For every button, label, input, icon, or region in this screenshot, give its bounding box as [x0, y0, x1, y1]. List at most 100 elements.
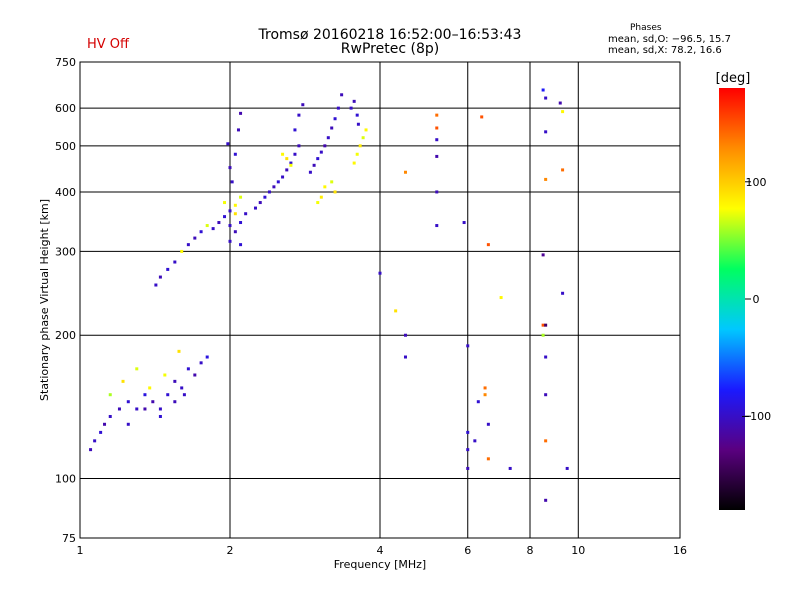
- echo-point: [473, 439, 477, 443]
- echo-point: [541, 253, 545, 257]
- x-axis-label: Frequency [MHz]: [334, 558, 426, 571]
- echo-point: [297, 113, 301, 117]
- echo-point: [151, 400, 155, 404]
- echo-point: [435, 154, 439, 158]
- x-tick-label: 4: [377, 544, 384, 557]
- echo-point: [103, 422, 107, 426]
- echo-point: [228, 209, 232, 213]
- echo-point: [356, 122, 360, 126]
- echo-point: [228, 166, 232, 170]
- echo-point: [403, 333, 407, 337]
- echo-point: [352, 161, 356, 165]
- echo-point: [121, 379, 125, 383]
- echo-point: [297, 144, 301, 148]
- echo-point: [544, 96, 548, 100]
- echo-point: [217, 221, 221, 225]
- echo-point: [544, 393, 548, 397]
- echo-point: [316, 157, 320, 161]
- y-tick-label: 400: [55, 186, 76, 199]
- echo-point: [233, 152, 237, 156]
- echo-point: [89, 448, 93, 452]
- echo-point: [289, 161, 293, 165]
- echo-point: [173, 379, 177, 383]
- echo-point: [108, 414, 112, 418]
- echo-point: [205, 355, 209, 359]
- echo-point: [108, 393, 112, 397]
- x-tick-label: 1: [77, 544, 84, 557]
- echo-point: [135, 367, 139, 371]
- echo-point: [199, 361, 203, 365]
- echo-point: [135, 407, 139, 411]
- echo-point: [466, 430, 470, 434]
- echo-point: [93, 439, 97, 443]
- echo-point: [276, 180, 280, 184]
- echo-point: [544, 177, 548, 181]
- echo-point: [558, 101, 562, 105]
- x-tick-label: 2: [227, 544, 234, 557]
- echo-point: [199, 230, 203, 234]
- echo-point: [561, 168, 565, 172]
- echo-point: [486, 422, 490, 426]
- echo-point: [99, 430, 103, 434]
- echo-point: [239, 221, 243, 225]
- grid-layer: [80, 62, 680, 538]
- echo-point: [289, 163, 293, 167]
- colorbar-tick-label: −100: [741, 410, 771, 423]
- echo-point: [301, 103, 305, 107]
- echo-point: [330, 126, 334, 130]
- x-tick-label: 10: [571, 544, 585, 557]
- colorbar-tick-label: 100: [746, 176, 767, 189]
- echo-point: [541, 333, 545, 337]
- echo-point: [308, 170, 312, 174]
- echo-point: [154, 283, 158, 287]
- echo-point: [319, 195, 323, 199]
- echo-point: [340, 93, 344, 97]
- echo-point: [272, 185, 276, 189]
- echo-point: [180, 386, 184, 390]
- echo-point: [541, 88, 545, 92]
- echo-point: [233, 230, 237, 234]
- echo-point: [333, 117, 337, 121]
- echo-point: [293, 128, 297, 132]
- echo-point: [323, 185, 327, 189]
- echo-point: [462, 221, 466, 225]
- echo-point: [163, 373, 167, 377]
- echo-point: [258, 201, 262, 205]
- y-tick-label: 600: [55, 102, 76, 115]
- y-tick-label: 500: [55, 140, 76, 153]
- echo-point: [333, 190, 337, 194]
- echo-point: [561, 291, 565, 295]
- x-tick-label: 16: [673, 544, 687, 557]
- echo-point: [403, 355, 407, 359]
- echo-point: [486, 457, 490, 461]
- echo-point: [358, 144, 362, 148]
- y-tick-label: 750: [55, 56, 76, 69]
- echo-point: [499, 296, 503, 300]
- echo-point: [476, 400, 480, 404]
- echo-point: [158, 414, 162, 418]
- echo-point: [364, 128, 368, 132]
- phase-colorbar: [deg] 100 0 −100: [716, 71, 771, 510]
- echo-point: [158, 275, 162, 279]
- echo-point: [508, 466, 512, 470]
- echo-point: [186, 243, 190, 247]
- echo-point: [236, 128, 240, 132]
- echo-point: [330, 180, 334, 184]
- colorbar-gradient: [719, 88, 745, 510]
- echo-point: [239, 111, 243, 115]
- echo-point: [349, 106, 353, 110]
- echo-point: [312, 163, 316, 167]
- echo-point: [541, 323, 545, 327]
- y-axis-label: Stationary phase Virtual Height [km]: [38, 199, 51, 401]
- echo-point: [228, 239, 232, 243]
- echo-point: [281, 152, 285, 156]
- echo-point: [483, 393, 487, 397]
- echo-point: [326, 136, 330, 140]
- y-tick-label: 75: [62, 532, 76, 545]
- echo-point: [466, 466, 470, 470]
- echo-point: [253, 206, 257, 210]
- colorbar-tick-label: 0: [753, 293, 760, 306]
- echo-point: [143, 407, 147, 411]
- phases-x-stats: mean, sd,X: 78.2, 16.6: [608, 45, 722, 56]
